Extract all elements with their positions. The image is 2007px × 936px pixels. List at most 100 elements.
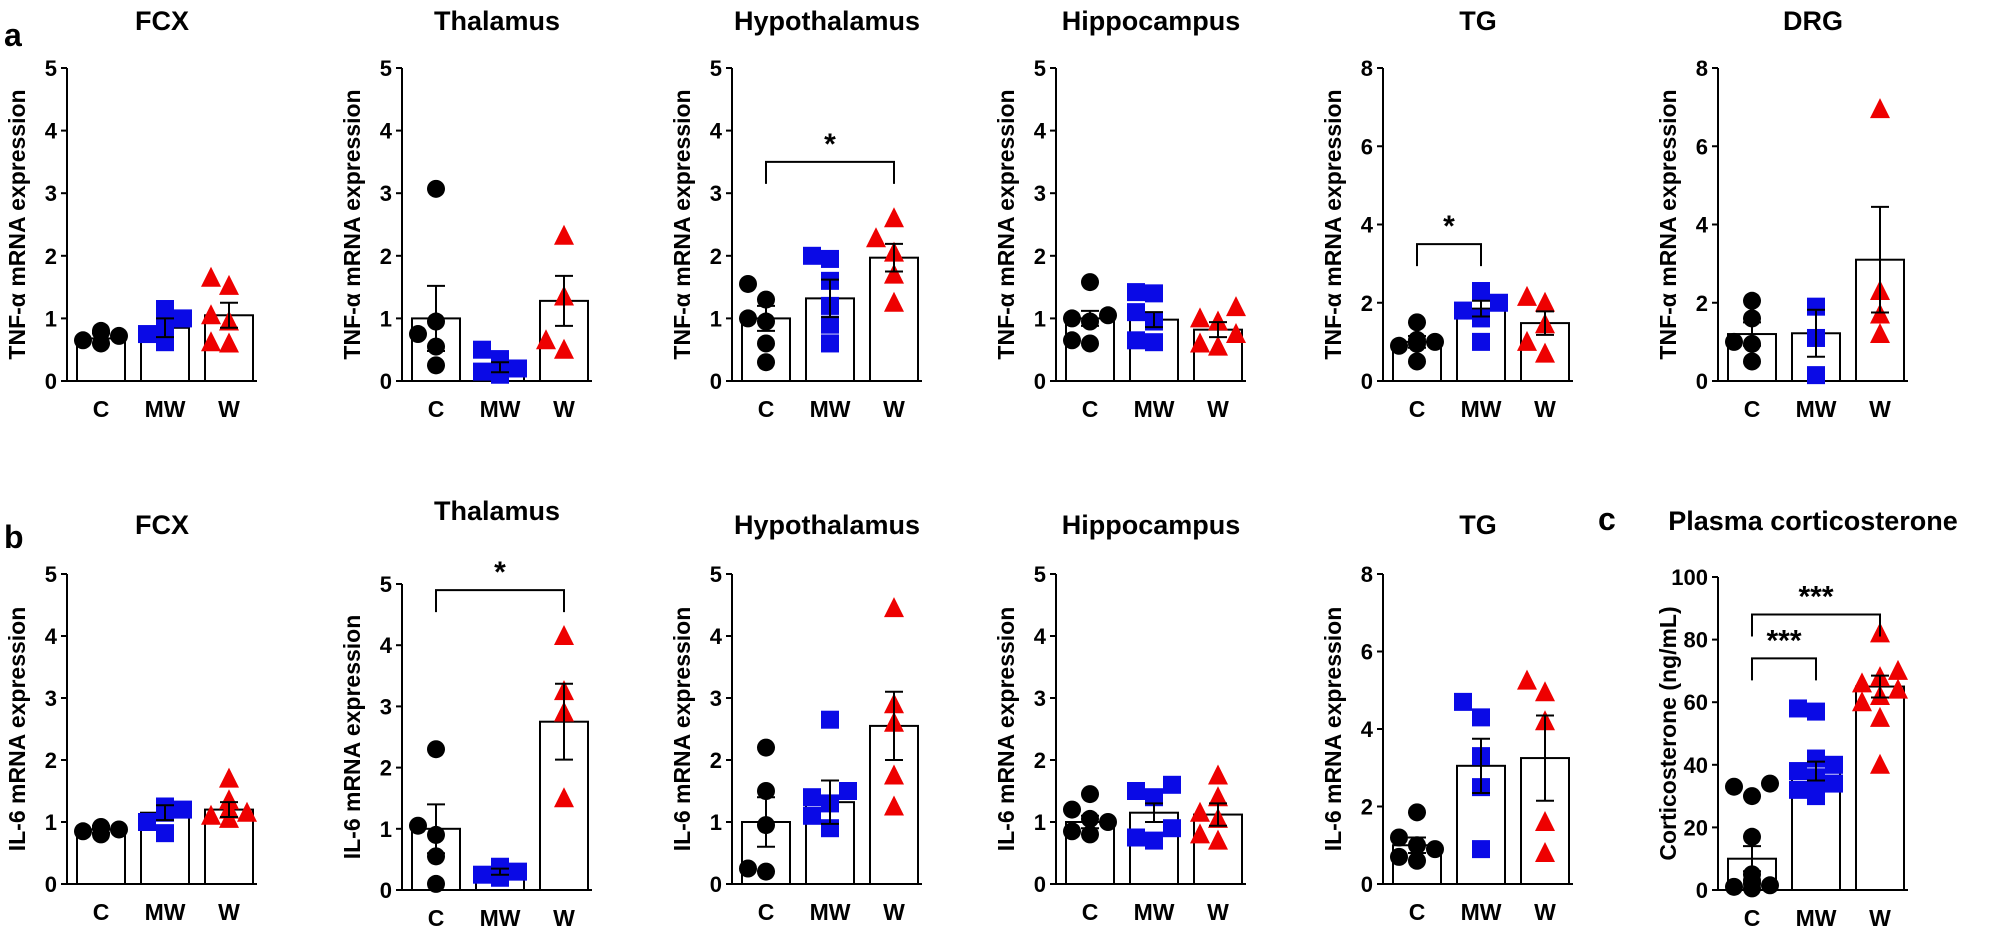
x-category-label: W	[218, 899, 240, 925]
point-C	[1725, 877, 1743, 896]
panel-label-a: a	[4, 17, 22, 53]
y-axis-label: IL-6 mRNA expression	[339, 615, 365, 860]
y-tick-label: 0	[1361, 369, 1373, 394]
point-C	[1743, 827, 1761, 846]
point-C	[74, 822, 92, 841]
x-category-label: MW	[145, 899, 186, 925]
point-W	[1208, 310, 1228, 331]
y-tick-label: 60	[1684, 690, 1708, 715]
y-tick-label: 4	[1696, 213, 1709, 238]
point-C	[1390, 847, 1408, 866]
chart-title: Thalamus	[434, 6, 560, 36]
y-tick-label: 3	[710, 181, 722, 206]
chart-title: Plasma corticosterone	[1668, 506, 1958, 536]
point-C	[757, 782, 775, 800]
y-tick-label: 6	[1361, 640, 1373, 665]
point-MW	[821, 249, 839, 268]
point-W	[1190, 307, 1210, 328]
y-tick-label: 3	[380, 694, 392, 719]
chart-title: Hypothalamus	[734, 510, 920, 540]
point-W	[201, 804, 221, 825]
y-axis-label: TNF-α mRNA expression	[339, 89, 365, 359]
point-W	[1535, 291, 1555, 312]
point-MW	[156, 824, 174, 843]
point-MW	[1472, 309, 1490, 328]
chart-a-1: Thalamus TNF-α mRNA expression 0 1 2 3 4 5 C MW W	[339, 6, 592, 422]
point-MW	[1127, 303, 1145, 322]
significance-label: *	[824, 128, 836, 161]
point-MW	[1145, 831, 1163, 850]
point-MW	[156, 300, 174, 319]
significance-bracket	[1751, 657, 1817, 681]
point-W	[554, 787, 574, 808]
x-category-label: C	[758, 899, 775, 925]
point-C	[1390, 336, 1408, 355]
chart-title: Thalamus	[434, 496, 560, 526]
y-tick-label: 0	[1696, 369, 1708, 394]
y-tick-label: 4	[45, 624, 58, 649]
point-MW	[1454, 692, 1472, 711]
point-C	[1743, 865, 1761, 884]
point-W	[884, 764, 904, 785]
chart-b-8: Hypothalamus IL-6 mRNA expression 0 1 2 3 4 5 C M…	[669, 510, 922, 925]
x-category-label: W	[1869, 396, 1891, 422]
significance-bracket	[1416, 243, 1482, 267]
y-axis-label: IL-6 mRNA expression	[4, 607, 30, 852]
point-MW	[174, 800, 192, 819]
point-W	[554, 338, 574, 359]
point-C	[1081, 785, 1099, 804]
point-C	[427, 874, 445, 893]
point-MW	[1127, 331, 1145, 350]
chart-title: DRG	[1783, 6, 1843, 36]
point-MW	[1454, 301, 1472, 320]
point-C	[1063, 309, 1081, 328]
point-W	[201, 266, 221, 287]
y-tick-label: 8	[1361, 56, 1373, 81]
y-axis-label: TNF-α mRNA expression	[1655, 89, 1681, 359]
point-MW	[839, 782, 857, 800]
x-category-label: C	[1744, 396, 1761, 422]
y-tick-label: 3	[1034, 686, 1046, 711]
point-C	[1081, 273, 1099, 292]
point-C	[1761, 774, 1779, 793]
point-W	[237, 801, 257, 822]
point-MW	[803, 806, 821, 825]
point-MW	[1163, 819, 1181, 838]
y-tick-label: 20	[1684, 815, 1708, 840]
chart-b-7: Thalamus IL-6 mRNA expression 0 1 2 3 4 5 C MW W *	[339, 496, 592, 931]
point-W	[554, 224, 574, 245]
y-tick-label: 4	[380, 633, 393, 658]
x-category-label: C	[1082, 396, 1099, 422]
y-tick-label: 4	[1034, 119, 1047, 144]
x-category-label: MW	[145, 396, 186, 422]
point-W	[219, 789, 239, 810]
y-tick-label: 2	[45, 244, 57, 269]
y-tick-label: 0	[1034, 369, 1046, 394]
point-MW	[1163, 775, 1181, 794]
x-category-label: MW	[1461, 396, 1502, 422]
point-W	[219, 274, 239, 295]
point-C	[1408, 851, 1426, 870]
point-C	[757, 353, 775, 372]
point-W	[884, 207, 904, 228]
point-MW	[1127, 828, 1145, 847]
point-MW	[1789, 780, 1807, 799]
point-C	[74, 331, 92, 350]
x-category-label: W	[553, 905, 575, 931]
point-W	[1190, 801, 1210, 822]
point-MW	[491, 365, 509, 384]
point-MW	[1127, 782, 1145, 800]
y-tick-label: 2	[380, 244, 392, 269]
significance-bracket	[765, 160, 895, 184]
chart-a-0: FCX TNF-α mRNA expression 0 1 2 3 4 5 C MW W	[4, 6, 257, 422]
y-axis-label: IL-6 mRNA expression	[1320, 607, 1346, 852]
point-C	[427, 356, 445, 375]
y-tick-label: 2	[1361, 795, 1373, 820]
point-MW	[1807, 297, 1825, 316]
bar-W	[869, 256, 919, 383]
point-MW	[473, 362, 491, 381]
y-tick-label: 0	[380, 369, 392, 394]
point-MW	[138, 325, 156, 344]
y-tick-label: 4	[1361, 717, 1374, 742]
